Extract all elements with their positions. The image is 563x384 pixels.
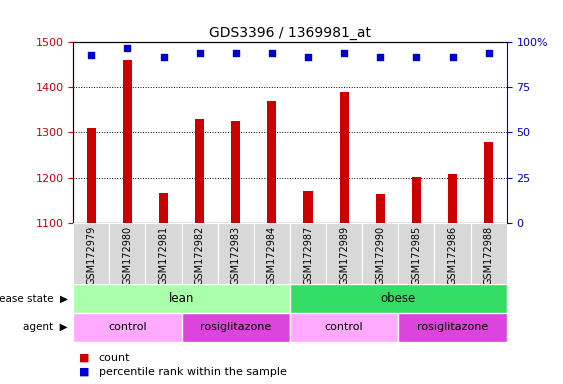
- Point: [412, 54, 421, 60]
- Bar: [267, 101, 276, 223]
- Text: percentile rank within the sample: percentile rank within the sample: [99, 366, 287, 377]
- Bar: [159, 194, 168, 223]
- Bar: [339, 92, 348, 223]
- Bar: [448, 174, 457, 223]
- Text: obese: obese: [381, 292, 416, 305]
- Text: control: control: [325, 322, 364, 333]
- Bar: [254, 223, 290, 284]
- Bar: [471, 223, 507, 284]
- Text: control: control: [108, 322, 147, 333]
- Bar: [484, 142, 493, 223]
- Text: GSM172979: GSM172979: [86, 226, 96, 285]
- Text: GSM172989: GSM172989: [339, 226, 349, 285]
- Bar: [123, 60, 132, 223]
- Text: ■: ■: [79, 366, 90, 377]
- Bar: [303, 191, 312, 223]
- Bar: [376, 194, 385, 223]
- Bar: [231, 121, 240, 223]
- Text: GSM172990: GSM172990: [376, 226, 385, 285]
- Bar: [326, 223, 362, 284]
- Point: [267, 50, 276, 56]
- Bar: [399, 223, 435, 284]
- Text: GSM172983: GSM172983: [231, 226, 241, 285]
- Point: [231, 50, 240, 56]
- Bar: [181, 223, 218, 284]
- Bar: [218, 223, 254, 284]
- Text: GSM172984: GSM172984: [267, 226, 277, 285]
- Text: GSM172982: GSM172982: [195, 226, 204, 285]
- Bar: [73, 313, 181, 342]
- Bar: [412, 177, 421, 223]
- Point: [123, 45, 132, 51]
- Point: [484, 50, 493, 56]
- Bar: [195, 119, 204, 223]
- Bar: [399, 313, 507, 342]
- Point: [376, 54, 385, 60]
- Bar: [73, 284, 290, 313]
- Bar: [181, 313, 290, 342]
- Bar: [290, 313, 399, 342]
- Point: [159, 54, 168, 60]
- Point: [339, 50, 348, 56]
- Text: agent  ▶: agent ▶: [23, 322, 68, 333]
- Title: GDS3396 / 1369981_at: GDS3396 / 1369981_at: [209, 26, 371, 40]
- Text: rosiglitazone: rosiglitazone: [200, 322, 271, 333]
- Text: GSM172981: GSM172981: [159, 226, 168, 285]
- Point: [303, 54, 312, 60]
- Point: [195, 50, 204, 56]
- Text: count: count: [99, 353, 130, 363]
- Point: [448, 54, 457, 60]
- Text: GSM172987: GSM172987: [303, 226, 313, 285]
- Text: disease state  ▶: disease state ▶: [0, 293, 68, 304]
- Bar: [145, 223, 181, 284]
- Bar: [87, 128, 96, 223]
- Text: GSM172986: GSM172986: [448, 226, 458, 285]
- Bar: [362, 223, 399, 284]
- Text: GSM172988: GSM172988: [484, 226, 494, 285]
- Text: GSM172980: GSM172980: [122, 226, 132, 285]
- Bar: [109, 223, 145, 284]
- Point: [87, 52, 96, 58]
- Text: ■: ■: [79, 353, 90, 363]
- Text: rosiglitazone: rosiglitazone: [417, 322, 488, 333]
- Bar: [73, 223, 109, 284]
- Text: GSM172985: GSM172985: [412, 226, 421, 285]
- Bar: [290, 284, 507, 313]
- Bar: [435, 223, 471, 284]
- Text: lean: lean: [169, 292, 194, 305]
- Bar: [290, 223, 326, 284]
